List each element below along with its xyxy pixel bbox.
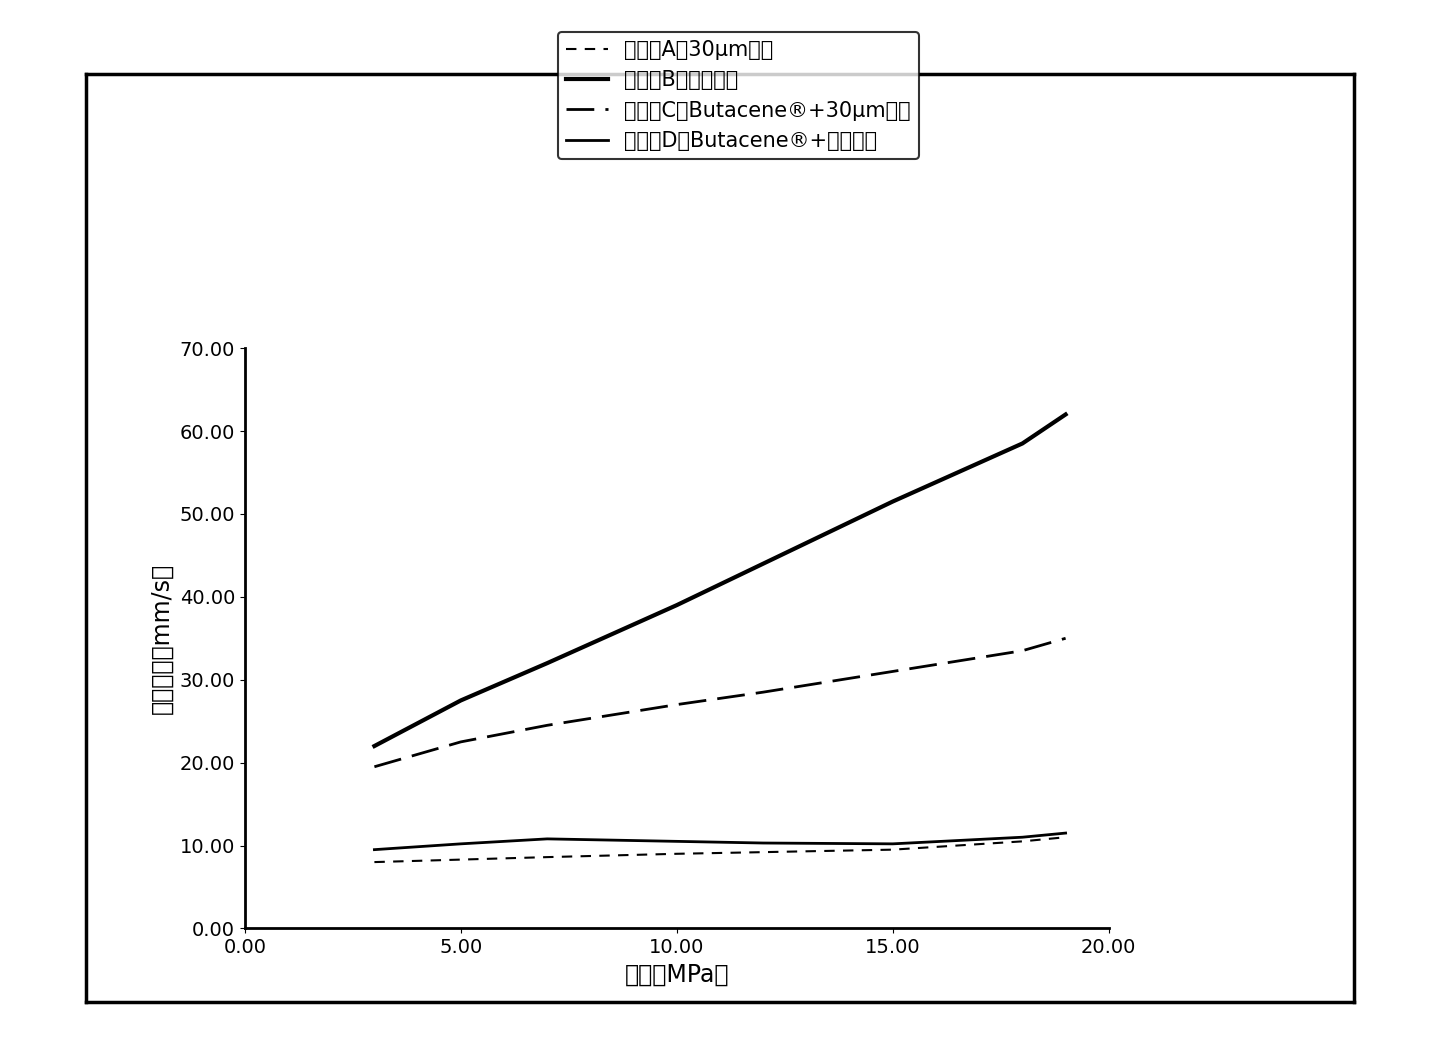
推进劑A（30μm铝） bbox=[539, 850, 556, 863]
推进劑A（30μm铝） bbox=[1057, 831, 1074, 844]
推进劑A（30μm铝） bbox=[668, 847, 685, 860]
Line: 推进劑B（纳米铝）: 推进劑B（纳米铝） bbox=[374, 415, 1066, 746]
推进劑B（纳米铝） bbox=[366, 740, 383, 752]
推进劑B（纳米铝） bbox=[539, 657, 556, 670]
推进劑D（Butacene®+纳米铝） bbox=[884, 838, 901, 850]
Y-axis label: 燃烧速率（mm/s）: 燃烧速率（mm/s） bbox=[150, 562, 174, 714]
Line: 推进劑D（Butacene®+纳米铝）: 推进劑D（Butacene®+纳米铝） bbox=[374, 833, 1066, 849]
推进劑B（纳米铝） bbox=[452, 694, 469, 707]
Legend: 推进劑A（30μm铝）, 推进劑B（纳米铝）, 推进劑C（Butacene®+30μm铝）, 推进劑D（Butacene®+纳米铝）: 推进劑A（30μm铝）, 推进劑B（纳米铝）, 推进劑C（Butacene®+3… bbox=[557, 32, 919, 159]
推进劑D（Butacene®+纳米铝） bbox=[539, 832, 556, 845]
推进劑D（Butacene®+纳米铝） bbox=[366, 843, 383, 856]
推进劑C（Butacene®+30μm铝） bbox=[1057, 632, 1074, 645]
Line: 推进劑A（30μm铝）: 推进劑A（30μm铝） bbox=[374, 838, 1066, 862]
推进劑D（Butacene®+纳米铝） bbox=[1014, 831, 1031, 844]
推进劑D（Butacene®+纳米铝） bbox=[668, 836, 685, 848]
推进劑A（30μm铝） bbox=[1014, 836, 1031, 848]
推进劑A（30μm铝） bbox=[452, 853, 469, 866]
推进劑C（Butacene®+30μm铝） bbox=[755, 686, 772, 698]
推进劑C（Butacene®+30μm铝） bbox=[1014, 645, 1031, 657]
推进劑B（纳米铝） bbox=[755, 557, 772, 570]
推进劑D（Butacene®+纳米铝） bbox=[755, 837, 772, 849]
推进劑B（纳米铝） bbox=[884, 495, 901, 507]
推进劑C（Butacene®+30μm铝） bbox=[366, 761, 383, 773]
X-axis label: 压力（MPa）: 压力（MPa） bbox=[625, 962, 729, 986]
推进劑A（30μm铝） bbox=[884, 843, 901, 856]
推进劑D（Butacene®+纳米铝） bbox=[452, 838, 469, 850]
推进劑B（纳米铝） bbox=[1014, 437, 1031, 449]
推进劑D（Butacene®+纳米铝） bbox=[1057, 827, 1074, 840]
Line: 推进劑C（Butacene®+30μm铝）: 推进劑C（Butacene®+30μm铝） bbox=[374, 638, 1066, 767]
推进劑C（Butacene®+30μm铝） bbox=[452, 735, 469, 748]
推进劑B（纳米铝） bbox=[668, 599, 685, 612]
推进劑C（Butacene®+30μm铝） bbox=[884, 665, 901, 677]
推进劑B（纳米铝） bbox=[1057, 408, 1074, 421]
推进劑C（Butacene®+30μm铝） bbox=[539, 720, 556, 732]
推进劑C（Butacene®+30μm铝） bbox=[668, 698, 685, 711]
推进劑A（30μm铝） bbox=[366, 856, 383, 868]
推进劑A（30μm铝） bbox=[755, 846, 772, 859]
